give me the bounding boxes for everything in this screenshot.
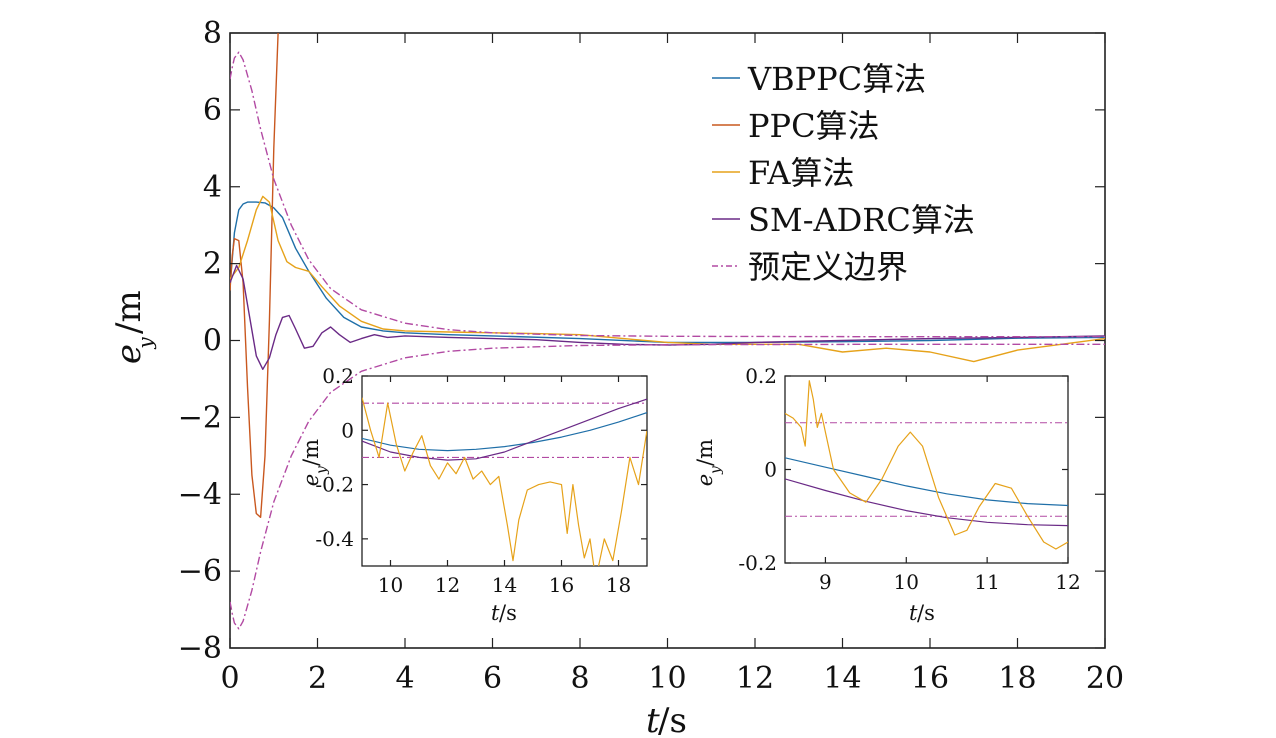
inset1-ylabel-sub: y bbox=[314, 465, 330, 475]
inset1-series-fa bbox=[362, 397, 647, 566]
main-series-fa bbox=[230, 195, 1105, 363]
inset1-ytick-label: -0.2 bbox=[315, 473, 354, 497]
inset2-ylabel-unit: /m bbox=[693, 439, 717, 466]
inset1-ylabel-unit: /m bbox=[299, 439, 323, 466]
main-ytick-label: −8 bbox=[178, 631, 222, 666]
inset2-ylabel-e: e bbox=[693, 474, 717, 486]
inset1-ytick-label: -0.4 bbox=[315, 527, 354, 551]
main-ytick-label: 2 bbox=[203, 247, 222, 282]
main-xtick-label: 18 bbox=[998, 661, 1036, 696]
main-ytick-label: 8 bbox=[203, 16, 222, 51]
legend-label-bound: 预定义边界 bbox=[748, 248, 908, 286]
inset2-frame bbox=[784, 375, 1069, 564]
inset2-xtick-label: 9 bbox=[819, 570, 832, 594]
inset1-xtick-label: 16 bbox=[549, 573, 574, 597]
inset1-xtick-label: 12 bbox=[435, 573, 460, 597]
main-plot-lines bbox=[230, 33, 1105, 630]
legend-label-fa: FA算法 bbox=[748, 154, 855, 192]
main-ylabel-unit: /m bbox=[109, 290, 149, 334]
main-xtick-label: 6 bbox=[483, 661, 502, 696]
inset2-xlabel-unit: /s bbox=[917, 601, 935, 625]
main-series-bound-lower bbox=[230, 343, 1105, 630]
inset2-xtick-label: 10 bbox=[894, 570, 919, 594]
inset2-xlabel-t: t bbox=[909, 601, 918, 625]
main-xtick-label: 12 bbox=[736, 661, 774, 696]
inset2-series-vbppc bbox=[785, 457, 1068, 507]
inset2-xtick-label: 11 bbox=[974, 570, 999, 594]
inset1-xlabel: t /s bbox=[491, 601, 517, 625]
main-ylabel: e y /m bbox=[109, 290, 157, 364]
inset2-xtick-label: 12 bbox=[1055, 570, 1080, 594]
main-ytick-label: 6 bbox=[203, 93, 222, 128]
legend-label-ppc: PPC算法 bbox=[748, 107, 880, 145]
main-xtick-label: 0 bbox=[220, 661, 239, 696]
main-xtick-label: 10 bbox=[648, 661, 686, 696]
inset2-ylabel: e y /m bbox=[693, 439, 724, 486]
inset1-xtick-label: 18 bbox=[606, 573, 631, 597]
inset1-frame bbox=[361, 375, 648, 567]
main-series-smadrc bbox=[230, 264, 1105, 370]
inset1-lines bbox=[362, 397, 647, 566]
inset1-series-smadrc bbox=[362, 398, 647, 461]
inset2-ytick-label: -0.2 bbox=[738, 551, 777, 575]
legend-label-smadrc: SM-ADRC算法 bbox=[748, 201, 975, 239]
main-xtick-label: 20 bbox=[1086, 661, 1124, 696]
inset1-xlabel-t: t bbox=[491, 601, 500, 625]
inset2-ticks: 9 10 11 12 0.2 0 -0.2 bbox=[738, 364, 1080, 594]
inset2-xlabel: t /s bbox=[909, 601, 935, 625]
inset1-series-vbppc bbox=[362, 412, 647, 452]
main-series-ppc bbox=[230, 33, 279, 518]
inset2-lines bbox=[785, 380, 1068, 550]
main-ylabel-e: e bbox=[109, 344, 149, 364]
inset1-ytick-label: 0 bbox=[341, 418, 354, 442]
main-xtick-label: 14 bbox=[823, 661, 861, 696]
inset2-ytick-label: 0 bbox=[764, 458, 777, 482]
inset2-series-smadrc bbox=[785, 478, 1068, 527]
legend-label-vbppc: VBPPC算法 bbox=[747, 60, 926, 98]
main-ytick-label: −2 bbox=[178, 400, 222, 435]
inset1-xtick-label: 10 bbox=[378, 573, 403, 597]
main-ytick-label: −6 bbox=[178, 554, 222, 589]
inset1-ticks: 10 12 14 16 18 0.2 0 -0.2 -0.4 bbox=[315, 364, 647, 597]
main-ytick-label: 0 bbox=[203, 324, 222, 359]
main-xlabel: t /s bbox=[646, 701, 687, 738]
main-ylabel-sub: y bbox=[133, 337, 157, 350]
main-xtick-label: 16 bbox=[911, 661, 949, 696]
inset1-ytick-label: 0.2 bbox=[322, 364, 354, 388]
main-xtick-label: 2 bbox=[308, 661, 327, 696]
inset1-ylabel: e y /m bbox=[299, 439, 330, 486]
main-xtick-label: 4 bbox=[395, 661, 414, 696]
main-ytick-label: 4 bbox=[203, 170, 222, 205]
inset1-ylabel-e: e bbox=[299, 474, 323, 486]
main-series-bound bbox=[230, 51, 1105, 338]
inset2-ytick-label: 0.2 bbox=[745, 364, 777, 388]
main-xtick-label: 8 bbox=[570, 661, 589, 696]
inset2-ylabel-sub: y bbox=[708, 465, 724, 475]
inset1-xlabel-unit: /s bbox=[499, 601, 517, 625]
inset1-xtick-label: 14 bbox=[492, 573, 517, 597]
main-ytick-label: −4 bbox=[178, 477, 222, 512]
inset2-series-fa bbox=[785, 380, 1068, 550]
main-xlabel-unit: /s bbox=[658, 701, 687, 738]
main-xlabel-t: t bbox=[646, 701, 660, 738]
